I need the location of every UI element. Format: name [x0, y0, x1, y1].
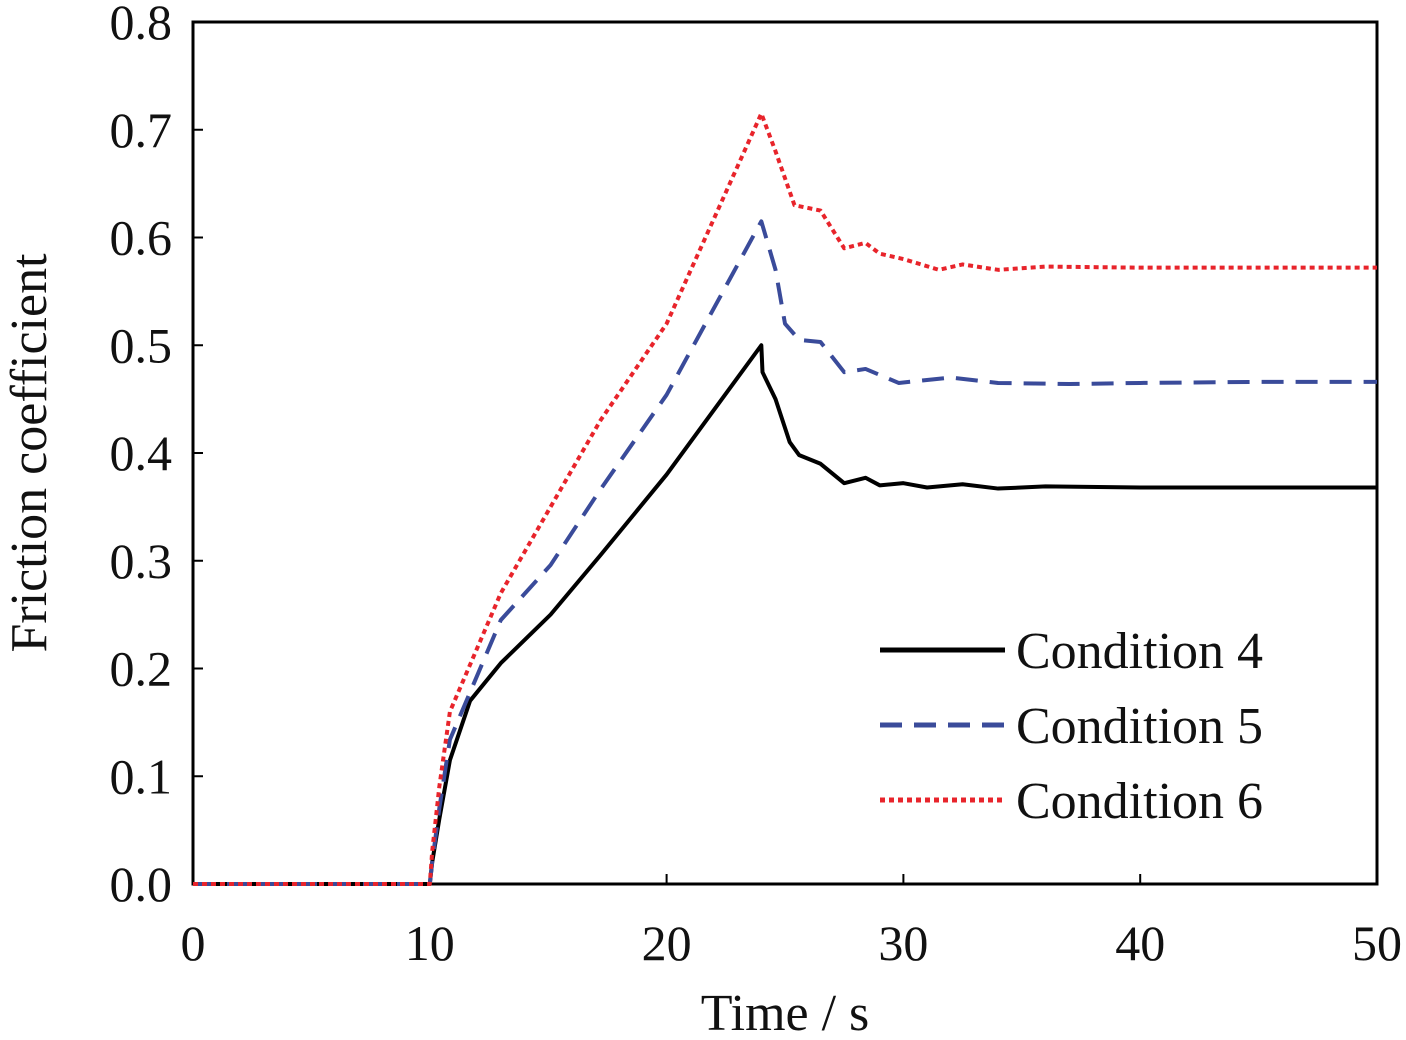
- legend-label: Condition 5: [1016, 698, 1263, 755]
- legend-label: Condition 6: [1016, 773, 1263, 830]
- series-line-4: [193, 343, 1377, 886]
- series-line-5: [193, 219, 1377, 886]
- y-tick-label: 0.3: [110, 533, 173, 589]
- y-tick-label: 0.4: [110, 425, 173, 481]
- y-tick-label: 0.7: [110, 102, 173, 158]
- x-tick-label: 10: [405, 915, 455, 971]
- x-tick-label: 30: [878, 915, 928, 971]
- y-tick-label: 0.1: [110, 748, 173, 804]
- legend: Condition 4 Condition 5 Condition 6: [880, 623, 1263, 830]
- y-tick-label: 0.8: [110, 0, 173, 50]
- x-tick-label: 40: [1115, 915, 1165, 971]
- x-tick-label: 0: [181, 915, 206, 971]
- x-axis-label: Time / s: [701, 985, 870, 1035]
- y-tick-label: 0.2: [110, 641, 173, 697]
- x-tick-label: 50: [1352, 915, 1402, 971]
- y-tick-label: 0.5: [110, 317, 173, 373]
- y-tick-label: 0.0: [110, 856, 173, 912]
- x-tick-label: 20: [642, 915, 692, 971]
- series-line-6: [193, 111, 1377, 886]
- y-axis-label: Friction coefficient: [1, 253, 58, 653]
- legend-label: Condition 4: [1016, 623, 1263, 680]
- y-tick-label: 0.6: [110, 210, 173, 266]
